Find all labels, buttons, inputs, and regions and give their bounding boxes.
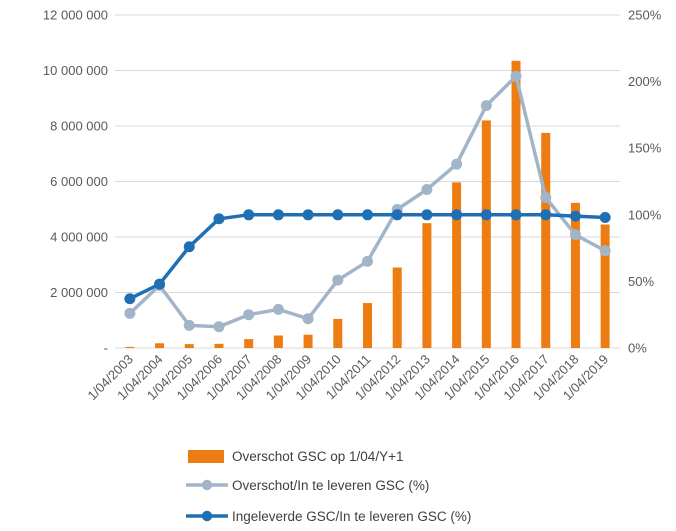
blue-point	[510, 209, 522, 221]
right-tick-label: 250%	[628, 8, 662, 23]
gray-point	[599, 245, 611, 257]
blue-point	[302, 209, 314, 221]
legend-item-blue-line: Ingeleverde GSC/In te leveren GSC (%)	[186, 509, 471, 524]
legend-marker-gray	[201, 479, 213, 491]
gray-point	[332, 274, 344, 286]
x-axis: 1/04/20031/04/20041/04/20051/04/20061/04…	[84, 352, 611, 404]
bar	[125, 346, 135, 348]
blue-point	[243, 209, 255, 221]
bar	[600, 224, 610, 348]
bar	[244, 339, 254, 348]
legend-item-gray-line: Overschot/In te leveren GSC (%)	[186, 478, 429, 493]
gray-point	[243, 309, 255, 321]
gray-point	[510, 70, 522, 82]
blue-point	[213, 213, 225, 225]
right-tick-label: 200%	[628, 74, 662, 89]
bar	[511, 60, 521, 348]
blue-point	[451, 209, 463, 221]
legend: Overschot GSC op 1/04/Y+1 Overschot/In t…	[186, 449, 471, 524]
legend-label-gray-line: Overschot/In te leveren GSC (%)	[232, 478, 429, 493]
legend-swatch-bar	[188, 450, 224, 463]
right-tick-label: 50%	[628, 274, 654, 289]
blue-point	[421, 209, 433, 221]
bar	[452, 182, 462, 348]
right-axis: 0% 50% 100% 150% 200% 250%	[628, 8, 662, 356]
blue-point	[480, 209, 492, 221]
blue-point	[391, 209, 403, 221]
blue-point	[124, 293, 136, 305]
bar	[392, 267, 402, 348]
left-tick-label: 2 000 000	[50, 285, 108, 300]
gray-series-line	[128, 74, 607, 329]
bar	[481, 120, 491, 348]
bar	[333, 318, 343, 348]
bar	[363, 303, 372, 348]
blue-point	[332, 209, 344, 221]
gray-point	[183, 319, 195, 331]
line-series	[124, 70, 611, 333]
legend-marker-blue	[201, 510, 213, 522]
blue-point	[599, 211, 611, 223]
gray-point	[124, 307, 136, 319]
blue-point	[540, 209, 552, 221]
left-tick-label: 10 000 000	[43, 63, 108, 78]
blue-point	[154, 278, 166, 290]
gray-point	[213, 321, 225, 333]
gray-point	[569, 229, 581, 241]
left-tick-label: 4 000 000	[50, 230, 108, 245]
bar	[570, 202, 580, 348]
legend-label-bar: Overschot GSC op 1/04/Y+1	[232, 449, 403, 464]
right-tick-label: 0%	[628, 341, 647, 356]
right-tick-label: 100%	[628, 207, 662, 222]
gray-point	[540, 191, 552, 203]
blue-point	[362, 209, 373, 221]
left-tick-label: -	[104, 341, 108, 356]
legend-item-bar: Overschot GSC op 1/04/Y+1	[188, 449, 403, 464]
legend-label-blue-line: Ingeleverde GSC/In te leveren GSC (%)	[232, 509, 471, 524]
bar	[273, 335, 283, 348]
gray-point	[480, 100, 492, 112]
left-tick-label: 6 000 000	[50, 174, 108, 189]
gray-point	[421, 183, 433, 195]
blue-point	[183, 241, 195, 253]
gray-point	[272, 303, 284, 315]
bar	[541, 132, 551, 348]
gray-point	[451, 158, 463, 170]
bar	[214, 343, 224, 348]
left-tick-label: 12 000 000	[43, 8, 108, 23]
gray-point	[362, 255, 373, 267]
bar	[303, 334, 313, 348]
blue-point	[272, 209, 284, 221]
bar-series-overschot	[125, 60, 610, 348]
bar	[422, 223, 432, 348]
left-tick-label: 8 000 000	[50, 119, 108, 134]
bar	[184, 344, 194, 348]
left-axis: - 2 000 000 4 000 000 6 000 000 8 000 000 10 …	[43, 8, 108, 356]
gray-point	[302, 313, 314, 325]
blue-point	[569, 210, 581, 222]
bar	[155, 343, 165, 348]
right-tick-label: 150%	[628, 141, 662, 156]
